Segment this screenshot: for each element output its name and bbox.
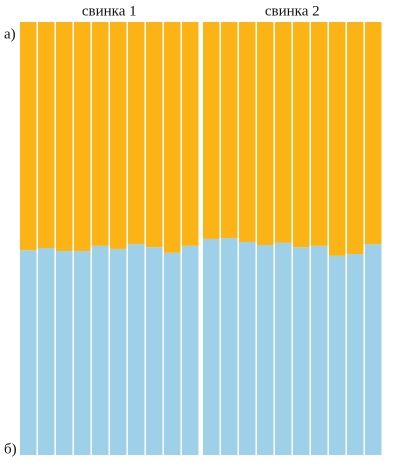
bar-segment: [38, 248, 55, 455]
bar-segment: [239, 241, 256, 455]
bar-segment: [239, 22, 256, 242]
bar-segment: [92, 245, 109, 455]
bar-segment: [38, 22, 55, 249]
bar-segment: [329, 255, 346, 455]
bar-segment: [182, 245, 199, 455]
bar-segment: [203, 238, 220, 455]
bar-segment: [347, 22, 364, 255]
bar-segment: [221, 238, 238, 455]
bar-segment: [311, 245, 328, 455]
bar-segment: [74, 22, 91, 252]
bar-segment: [110, 248, 127, 455]
bar-segment: [347, 254, 364, 455]
bar-segment: [293, 247, 310, 455]
bar-segment: [128, 22, 145, 245]
bar-segment: [110, 22, 127, 249]
bar-segment: [20, 22, 37, 251]
bar-segment: [128, 244, 145, 455]
bar-segment: [221, 22, 238, 239]
bar-segment: [92, 22, 109, 246]
bar-segment: [257, 22, 274, 245]
bar-segment: [56, 22, 73, 252]
bar-segment: [164, 22, 181, 253]
bar-segment: [329, 22, 346, 256]
bar-segment: [257, 244, 274, 455]
bar-segment: [203, 22, 220, 239]
bar-segment: [74, 251, 91, 455]
bar-segment: [365, 22, 382, 245]
bar-segment: [311, 22, 328, 246]
bar-segment: [182, 22, 199, 246]
bar-segment: [146, 247, 163, 455]
group-title: свинка 1: [82, 3, 137, 19]
bar-segment: [20, 250, 37, 455]
bar-segment: [56, 251, 73, 455]
bar-segment: [275, 22, 292, 243]
bar-segment: [164, 252, 181, 455]
annotation: а): [4, 26, 16, 42]
group-title: свинка 2: [265, 3, 320, 19]
bar-segment: [146, 22, 163, 248]
bar-segment: [293, 22, 310, 248]
annotation: б): [4, 441, 17, 457]
bar-segment: [365, 244, 382, 455]
bar-segment: [275, 242, 292, 455]
